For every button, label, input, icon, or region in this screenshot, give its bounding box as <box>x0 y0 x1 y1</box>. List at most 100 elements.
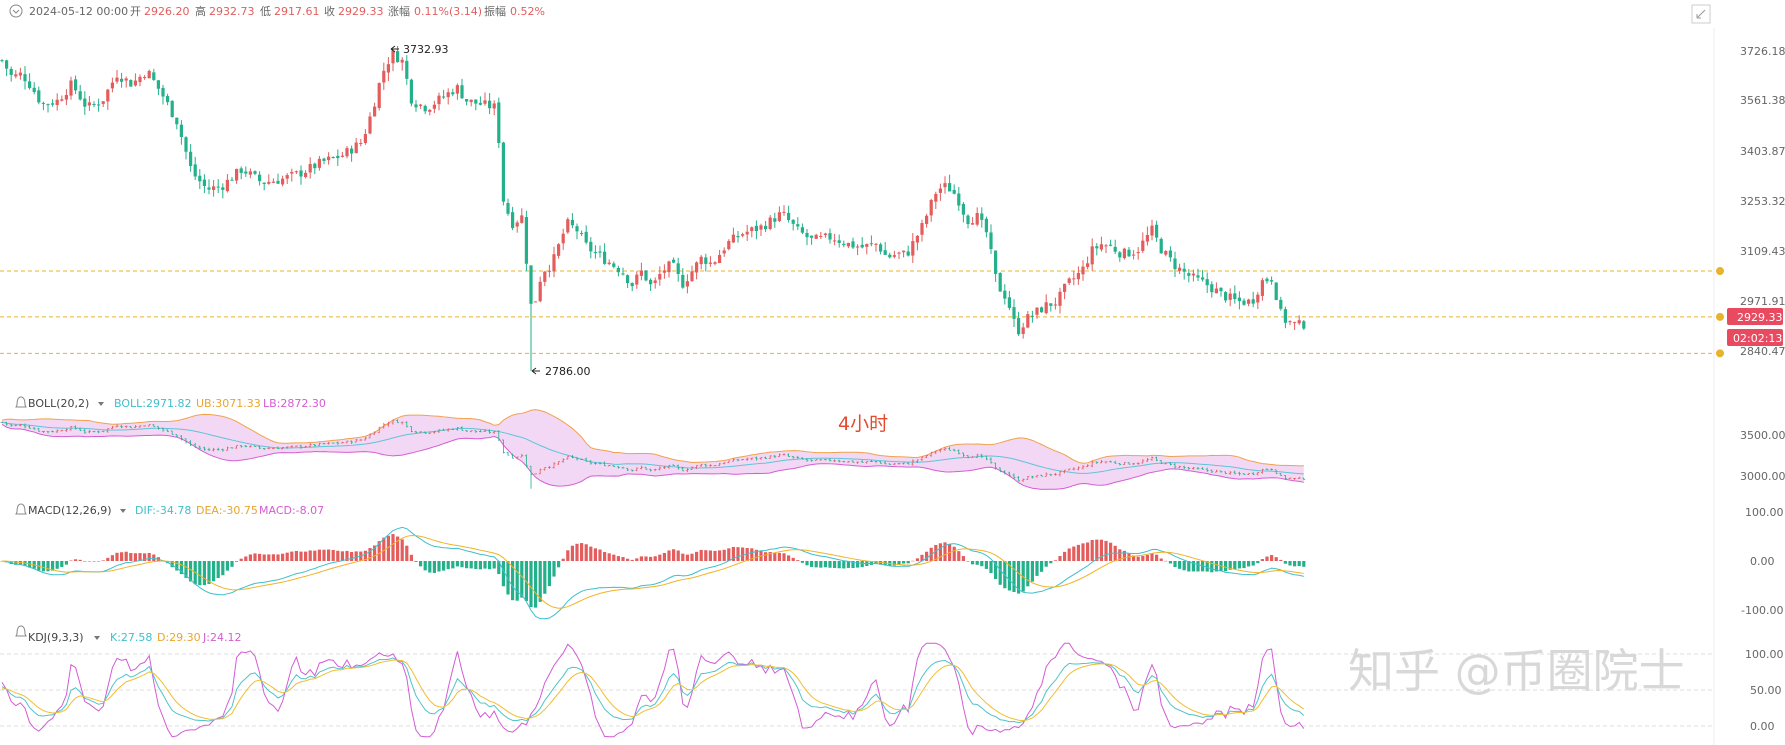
macd-histogram-bar <box>869 561 873 565</box>
macd-histogram-bar <box>915 558 919 561</box>
macd-histogram-bar <box>41 561 45 572</box>
candle-body <box>1256 294 1260 303</box>
candle-body <box>271 181 275 183</box>
macd-histogram-bar <box>773 553 777 561</box>
candle-body <box>754 225 758 232</box>
y-tick: 3109.43 <box>1740 245 1785 258</box>
macd-histogram-bar <box>994 561 998 580</box>
candle-body <box>708 262 712 264</box>
macd-histogram-bar <box>1026 561 1030 587</box>
candle-body <box>442 96 446 98</box>
macd-histogram-bar <box>833 561 837 568</box>
candle-body <box>971 223 975 225</box>
macd-histogram-bar <box>1159 558 1163 561</box>
candle-body <box>672 259 676 263</box>
candle-body <box>175 117 179 125</box>
macd-histogram-bar <box>957 551 961 561</box>
candle-body <box>405 60 409 79</box>
macd-histogram-bar <box>676 550 680 561</box>
fullscreen-icon[interactable] <box>1691 4 1711 24</box>
bell-icon[interactable] <box>15 503 27 515</box>
macd-histogram-bar <box>1191 561 1195 572</box>
macd-histogram-bar <box>529 561 533 608</box>
candle-body <box>639 270 643 276</box>
macd-histogram-bar <box>1178 561 1182 569</box>
candle-body <box>1132 254 1136 256</box>
y-tick: 3403.87 <box>1740 145 1785 158</box>
macd-histogram-bar <box>828 561 832 568</box>
candle-body <box>106 89 110 102</box>
macd-histogram-bar <box>1145 554 1149 561</box>
macd-histogram-bar <box>483 561 487 569</box>
candle-body <box>948 183 952 192</box>
candle-body <box>110 82 114 89</box>
candle-body <box>1040 307 1044 313</box>
candle-body <box>1086 263 1090 268</box>
candle-body <box>124 78 128 81</box>
macd-dea: DEA:-30.75 <box>196 504 258 517</box>
macd-histogram-bar <box>74 559 78 561</box>
macd-histogram-bar <box>1122 550 1126 561</box>
macd-histogram-bar <box>975 561 979 565</box>
candle-body <box>1265 278 1269 282</box>
candle-body <box>1044 302 1048 314</box>
candle-body <box>538 281 542 302</box>
macd-histogram-bar <box>727 548 731 561</box>
candle-body <box>920 223 924 235</box>
chevron-down-icon[interactable] <box>98 402 104 406</box>
macd-histogram-bar <box>658 554 662 561</box>
macd-histogram-bar <box>1210 561 1214 573</box>
macd-histogram-bar <box>1044 561 1048 567</box>
macd-histogram-bar <box>391 534 395 561</box>
bell-icon[interactable] <box>15 396 27 408</box>
candle-body <box>1274 282 1278 300</box>
chevron-down-icon[interactable] <box>94 636 100 640</box>
candle-body <box>1187 273 1191 276</box>
macd-histogram-bar <box>14 561 18 565</box>
candle-body <box>87 102 91 106</box>
candle-body <box>865 243 869 247</box>
macd-histogram-bar <box>1012 561 1016 592</box>
macd-histogram-bar <box>207 561 211 584</box>
macd-histogram-bar <box>856 561 860 568</box>
chevron-down-icon[interactable] <box>120 509 126 513</box>
candle-body <box>989 232 993 250</box>
candle-body <box>327 156 331 161</box>
macd-histogram-bar <box>649 556 653 561</box>
candle-body <box>580 233 584 235</box>
candle-body <box>557 244 561 256</box>
bell-icon[interactable] <box>15 625 27 637</box>
collapse-icon[interactable] <box>9 4 23 18</box>
candle-body <box>764 225 768 230</box>
macd-histogram-bar <box>1205 561 1209 572</box>
candle-body <box>55 99 59 106</box>
candle-body <box>253 171 257 174</box>
macd-histogram-bar <box>101 560 105 561</box>
header-close-label: 收 <box>324 4 335 18</box>
macd-histogram-bar <box>736 547 740 561</box>
macd-histogram-bar <box>1150 553 1154 561</box>
macd-histogram-bar <box>570 545 574 561</box>
macd-histogram-bar <box>796 560 800 561</box>
macd-histogram-bar <box>501 561 505 587</box>
candle-body <box>248 171 252 175</box>
candle-body <box>1095 246 1099 249</box>
candle-body <box>290 171 294 174</box>
macd-histogram-bar <box>1270 555 1274 561</box>
candle-body <box>828 233 832 240</box>
candle-body <box>690 271 694 282</box>
boll-lower-line <box>1 424 1304 490</box>
candle-body <box>1228 293 1232 300</box>
candle-body <box>653 280 657 283</box>
macd-histogram-bar <box>938 543 942 561</box>
macd-histogram-bar <box>51 561 55 571</box>
candle-body <box>1288 321 1292 323</box>
macd-histogram-bar <box>110 555 114 561</box>
macd-histogram-bar <box>823 561 827 568</box>
macd-histogram-bar <box>722 549 726 561</box>
macd-histogram-bar <box>584 544 588 561</box>
macd-histogram-bar <box>428 561 432 573</box>
candle-body <box>1058 291 1062 306</box>
candle-body <box>120 78 124 82</box>
candle-body <box>350 148 354 154</box>
